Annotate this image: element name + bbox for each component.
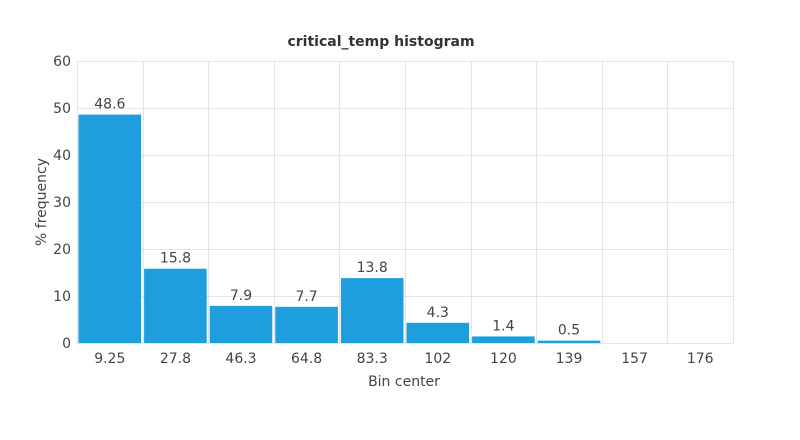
x-axis-label: Bin center	[368, 374, 440, 390]
y-tick-label: 50	[53, 101, 71, 117]
y-tick-label: 60	[53, 54, 71, 70]
bar-value-label: 1.4	[492, 318, 514, 334]
x-tick-label: 27.8	[160, 351, 191, 367]
x-tick-label: 83.3	[357, 351, 388, 367]
histogram-bar	[340, 278, 404, 343]
bar-value-label: 15.8	[160, 251, 191, 267]
bar-value-label: 7.9	[230, 288, 252, 304]
y-tick-label: 10	[53, 289, 71, 305]
bar-value-label: 4.3	[427, 305, 449, 321]
bar-value-label: 48.6	[94, 97, 125, 113]
y-tick-label: 30	[53, 195, 71, 211]
bar-value-label: 13.8	[357, 260, 388, 276]
bar-value-label: 7.7	[295, 289, 317, 305]
histogram-bar	[275, 306, 338, 343]
x-tick-label: 157	[621, 351, 648, 367]
grid	[77, 61, 734, 344]
y-tick-label: 20	[53, 242, 71, 258]
y-tick-label: 40	[53, 148, 71, 164]
y-axis-ticks: 0 10 20 30 40 50 60	[53, 54, 71, 352]
x-tick-label: 46.3	[225, 351, 256, 367]
chart-title: critical_temp histogram	[287, 34, 474, 50]
x-tick-label: 9.25	[94, 351, 125, 367]
bars	[78, 114, 601, 343]
histogram-bar	[472, 336, 535, 343]
histogram-bar	[78, 114, 142, 343]
y-tick-label: 0	[62, 336, 71, 352]
histogram-bar	[209, 305, 273, 343]
y-axis-label: % frequency	[34, 158, 50, 246]
x-tick-label: 176	[687, 351, 714, 367]
data-labels: 48.6 15.8 7.9 7.7 13.8 4.3 1.4 0.5	[94, 97, 580, 339]
histogram-bar	[537, 340, 601, 343]
x-axis-ticks: 9.25 27.8 46.3 64.8 83.3 102 120 139 157 176	[94, 351, 713, 367]
histogram-bar	[144, 268, 207, 343]
x-tick-label: 102	[424, 351, 451, 367]
x-tick-label: 139	[556, 351, 583, 367]
x-tick-label: 64.8	[291, 351, 322, 367]
histogram-bar	[406, 322, 470, 343]
x-tick-label: 120	[490, 351, 517, 367]
bar-value-label: 0.5	[558, 323, 580, 339]
